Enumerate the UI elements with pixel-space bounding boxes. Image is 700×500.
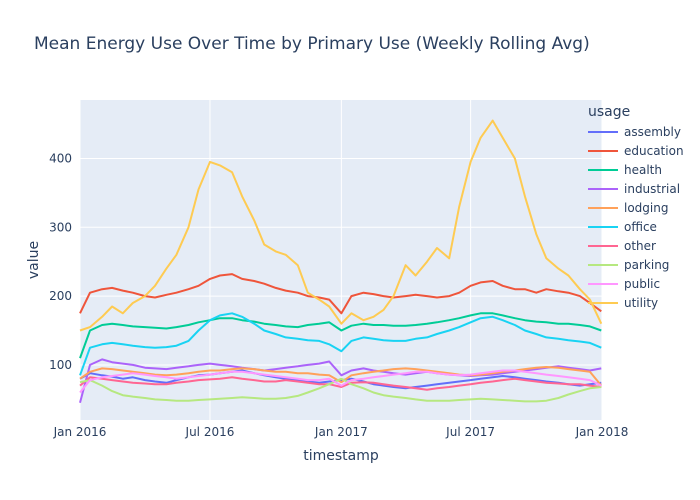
legend-swatch: [588, 301, 618, 304]
y-tick-label: 200: [49, 289, 72, 303]
y-tick-label: 300: [49, 220, 72, 234]
legend-swatch: [588, 187, 618, 190]
legend-swatch: [588, 244, 618, 247]
legend-label: office: [624, 219, 657, 234]
legend-label: lodging: [624, 200, 669, 215]
legend-label: parking: [624, 257, 670, 272]
legend: usage assembly education health industrial l…: [588, 104, 684, 312]
legend-item-utility[interactable]: utility: [588, 293, 684, 312]
legend-swatch: [588, 263, 618, 266]
series-line-assembly: [79, 369, 602, 390]
series-line-utility: [79, 119, 603, 332]
series-line-public: [79, 369, 602, 394]
chart-title: Mean Energy Use Over Time by Primary Use…: [34, 34, 590, 54]
legend-swatch: [588, 206, 618, 209]
legend-swatch: [588, 130, 618, 133]
series-line-other: [79, 376, 602, 391]
y-tick-labels: 100 200 300 400: [49, 151, 72, 371]
legend-items: assembly education health industrial lodging…: [588, 122, 684, 312]
x-tick-label: Jul 2017: [445, 425, 495, 439]
legend-label: public: [624, 276, 661, 291]
legend-swatch: [588, 149, 618, 152]
legend-item-public[interactable]: public: [588, 274, 684, 293]
legend-label: assembly: [624, 124, 681, 139]
legend-label: health: [624, 162, 662, 177]
legend-item-office[interactable]: office: [588, 217, 684, 236]
legend-item-health[interactable]: health: [588, 160, 684, 179]
x-tick-label: Jan 2018: [575, 425, 629, 439]
legend-swatch: [588, 168, 618, 171]
legend-item-education[interactable]: education: [588, 141, 684, 160]
legend-swatch: [588, 282, 618, 285]
y-tick-label: 400: [49, 151, 72, 165]
x-tick-label: Jan 2016: [53, 425, 107, 439]
series-line-health: [79, 312, 602, 359]
legend-label: industrial: [624, 181, 681, 196]
y-axis-title: value: [26, 241, 42, 279]
legend-item-assembly[interactable]: assembly: [588, 122, 684, 141]
series-line-industrial: [79, 358, 602, 404]
series-line-parking: [79, 377, 602, 403]
legend-label: other: [624, 238, 656, 253]
legend-swatch: [588, 225, 618, 228]
x-axis-title: timestamp: [303, 448, 379, 464]
legend-label: utility: [624, 295, 659, 310]
legend-title: usage: [588, 104, 631, 120]
series-line-education: [79, 273, 602, 315]
legend-item-parking[interactable]: parking: [588, 255, 684, 274]
legend-label: education: [624, 143, 684, 158]
series-line-office: [79, 312, 602, 376]
x-tick-label: Jul 2016: [185, 425, 235, 439]
x-tick-labels: Jan 2016 Jul 2016 Jan 2017 Jul 2017 Jan 2018: [53, 425, 629, 439]
legend-item-lodging[interactable]: lodging: [588, 198, 684, 217]
series-lines: [79, 119, 603, 404]
legend-item-industrial[interactable]: industrial: [588, 179, 684, 198]
x-tick-label: Jan 2017: [314, 425, 368, 439]
legend-item-other[interactable]: other: [588, 236, 684, 255]
y-tick-label: 100: [49, 358, 72, 372]
